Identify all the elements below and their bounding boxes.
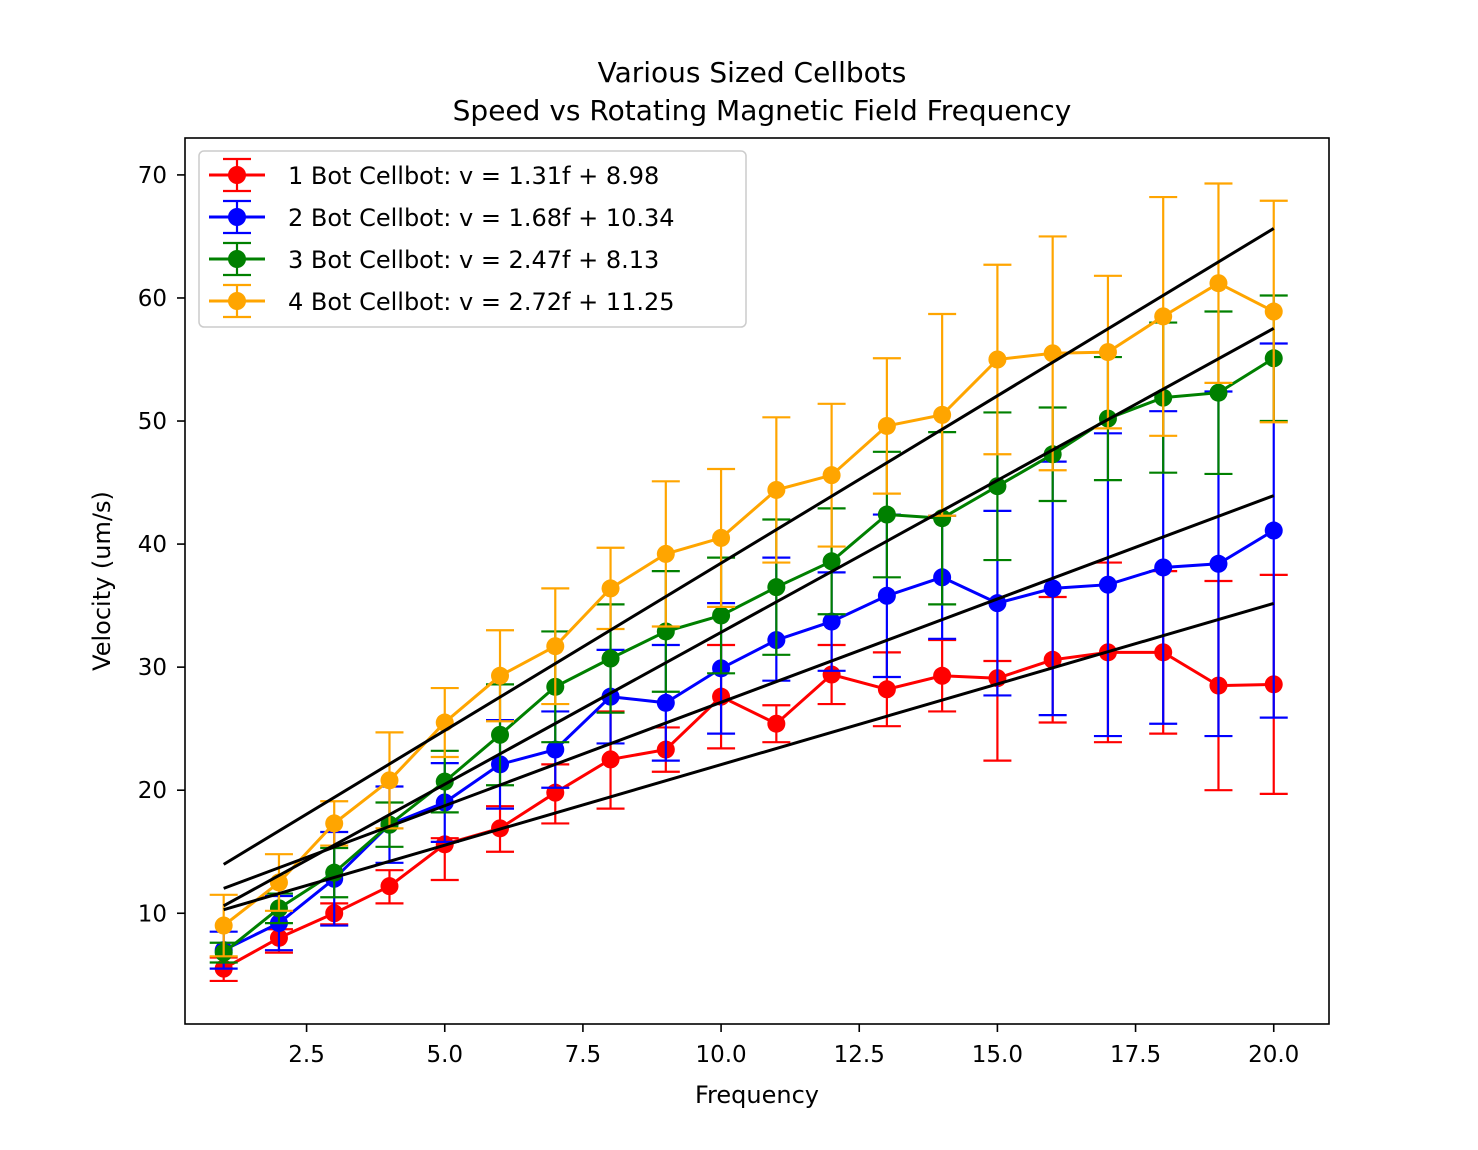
y-tick-label: 30 [138,655,167,681]
data-point [325,814,344,833]
data-point [1154,558,1173,577]
data-point [822,552,841,571]
data-point [767,714,786,733]
legend-marker [228,250,246,268]
data-point [767,480,786,499]
data-point [933,405,952,424]
fit-line-1 [223,601,1275,912]
data-point [546,740,565,759]
data-point [1098,575,1117,594]
data-point [546,637,565,656]
data-point [601,579,620,598]
x-tick-label: 12.5 [834,1042,885,1068]
legend-marker [228,292,246,310]
data-point [1209,274,1228,293]
data-point [1043,344,1062,363]
legend-marker [228,208,246,226]
data-point [601,750,620,769]
x-tick-label: 15.0 [972,1042,1023,1068]
x-axis: 2.5 5.0 7.5 10.0 12.5 15.0 17.5 20.0 [288,1024,1299,1068]
fit-line-4 [222,227,1275,866]
data-point [877,680,896,699]
data-point [988,350,1007,369]
x-tick-label: 2.5 [288,1042,325,1068]
data-point [1264,302,1283,321]
data-point [380,771,399,790]
y-tick-label: 10 [138,901,167,927]
data-point [491,666,510,685]
data-point [1209,554,1228,573]
data-point [1264,521,1283,540]
legend-box [198,150,747,328]
data-point [877,586,896,605]
legend-label: 4 Bot Cellbot: v = 2.72f + 11.25 [288,288,675,316]
data-point [767,578,786,597]
data-point [380,877,399,896]
chart-title-line-1: Various Sized Cellbots [598,56,907,89]
legend-entry-3: 3 Bot Cellbot: v = 2.47f + 8.13 [209,241,659,277]
y-tick-label: 70 [138,163,167,189]
series-line [222,281,1275,927]
x-tick-label: 7.5 [565,1042,602,1068]
y-tick-label: 40 [138,532,167,558]
y-tick-label: 20 [138,778,167,804]
data-point [877,416,896,435]
x-tick-label: 20.0 [1248,1042,1299,1068]
data-point [822,466,841,485]
fit-line-3 [222,327,1275,908]
x-tick-label: 5.0 [426,1042,463,1068]
data-point [491,725,510,744]
data-point [656,693,675,712]
data-point [822,612,841,631]
data-point [712,606,731,625]
data-point [1209,383,1228,402]
data-point [1043,579,1062,598]
data-point [214,916,233,935]
y-axis: 10 20 30 40 50 60 70 [138,163,185,927]
x-axis-label: Frequency [695,1081,819,1109]
x-tick-label: 17.5 [1110,1042,1161,1068]
series-line [223,529,1275,952]
data-point [601,649,620,668]
legend-entry-4: 4 Bot Cellbot: v = 2.72f + 11.25 [209,283,675,319]
series-4 [209,182,1288,958]
legend-entry-2: 2 Bot Cellbot: v = 1.68f + 10.34 [209,199,675,235]
legend-label: 3 Bot Cellbot: v = 2.47f + 8.13 [288,246,659,274]
data-point [933,666,952,685]
y-tick-label: 60 [138,286,167,312]
y-tick-label: 50 [138,409,167,435]
data-point [656,544,675,563]
legend: 1 Bot Cellbot: v = 1.31f + 8.98 2 Bot Cel… [198,150,747,328]
axes-frame [184,137,1330,1025]
data-point [712,528,731,547]
chart-title-line-2: Speed vs Rotating Magnetic Field Frequen… [453,94,1072,127]
data-point [1154,307,1173,326]
data-point [877,505,896,524]
legend-marker [228,166,246,184]
legend-label: 2 Bot Cellbot: v = 1.68f + 10.34 [288,204,675,232]
x-tick-label: 10.0 [695,1042,746,1068]
legend-entry-1: 1 Bot Cellbot: v = 1.31f + 8.98 [209,157,659,193]
plot-area [209,182,1288,983]
fit-line-2 [223,494,1275,890]
data-point [1098,343,1117,362]
legend-label: 1 Bot Cellbot: v = 1.31f + 8.98 [288,162,659,190]
y-axis-label: Velocity (um/s) [88,491,116,671]
